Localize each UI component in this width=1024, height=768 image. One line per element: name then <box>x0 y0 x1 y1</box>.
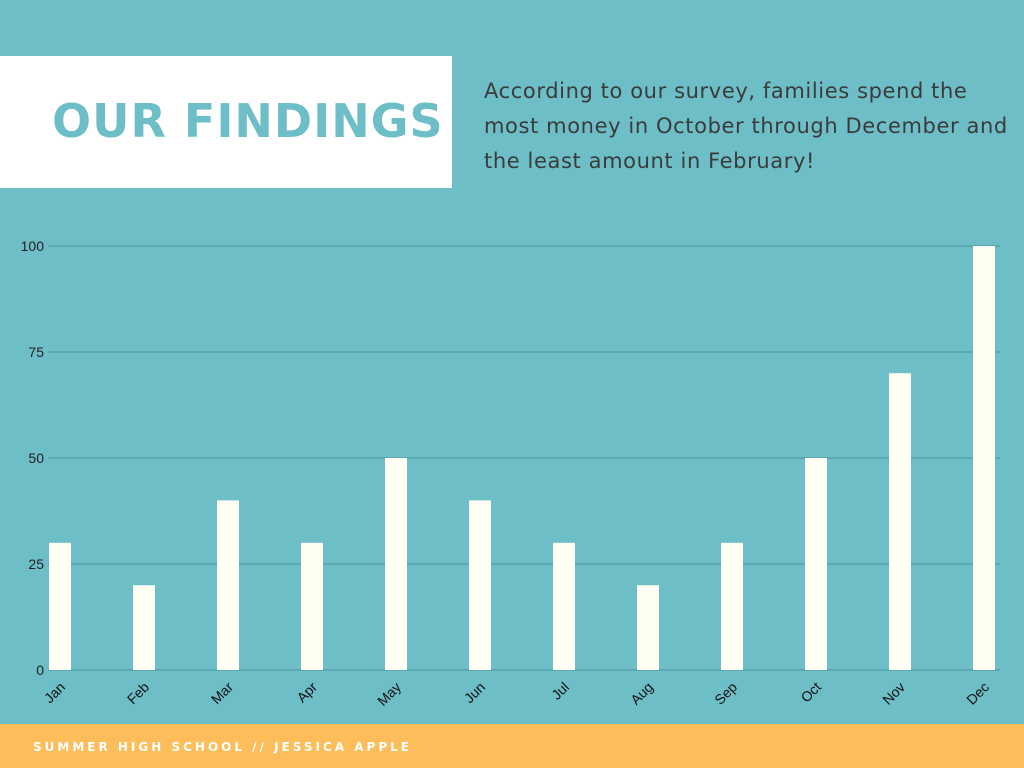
page-title: OUR FINDINGS <box>52 94 444 148</box>
footer-bar <box>0 724 1024 768</box>
x-tick-label-nov: Nov <box>879 679 908 708</box>
x-tick-label-jun: Jun <box>461 679 488 706</box>
x-tick-label-apr: Apr <box>293 679 320 706</box>
bar-feb <box>133 585 155 670</box>
footer-credit: SUMMER HIGH SCHOOL // JESSICA APPLE <box>33 740 412 754</box>
x-tick-label-may: May <box>374 679 404 709</box>
y-tick-label: 75 <box>28 344 44 360</box>
bar-apr <box>301 542 323 670</box>
bar-nov <box>889 373 911 670</box>
x-tick-label-jul: Jul <box>548 679 572 703</box>
x-tick-label-oct: Oct <box>797 679 824 706</box>
y-tick-label: 25 <box>28 556 44 572</box>
findings-description: According to our survey, families spend … <box>484 79 1008 173</box>
y-tick-label: 0 <box>36 662 44 678</box>
x-tick-label-aug: Aug <box>627 679 656 708</box>
x-tick-label-sep: Sep <box>711 679 740 708</box>
bar-sep <box>721 542 743 670</box>
bar-jun <box>469 500 491 670</box>
bar-aug <box>637 585 659 670</box>
x-tick-label-dec: Dec <box>963 679 992 708</box>
bar-mar <box>217 500 239 670</box>
bar-jul <box>553 542 575 670</box>
x-tick-label-jan: Jan <box>41 679 68 706</box>
bar-oct <box>805 458 827 670</box>
bar-may <box>385 458 407 670</box>
bar-jan <box>49 542 71 670</box>
bar-chart: 0 25 50 75 100 Jan Feb Mar Apr May Jun Jul Aug Sep Oct… <box>21 238 1000 709</box>
x-tick-label-mar: Mar <box>208 679 237 708</box>
x-tick-label-feb: Feb <box>124 679 153 708</box>
y-tick-label: 50 <box>28 450 44 466</box>
y-tick-label: 100 <box>21 238 45 254</box>
bar-dec <box>973 246 995 670</box>
title-box <box>0 56 452 188</box>
